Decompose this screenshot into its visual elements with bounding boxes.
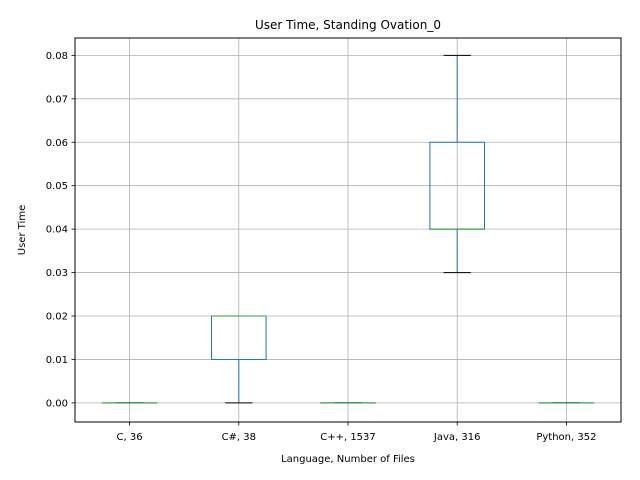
x-axis-label: Language, Number of Files: [281, 454, 415, 465]
boxes: [101, 54, 595, 404]
y-tick-label: 0.07: [46, 94, 68, 105]
y-tick-label: 0.06: [46, 138, 68, 149]
grid-lines: [75, 38, 621, 422]
y-tick-label: 0.02: [46, 312, 68, 323]
x-tick-label: C#, 38: [222, 432, 256, 443]
x-axis-ticks: C, 36 C#, 38 C++, 1537 Java, 316 Python, 352: [117, 422, 596, 443]
x-tick-label: C++, 1537: [320, 432, 376, 443]
y-tick-label: 0.03: [46, 268, 68, 279]
x-tick-label: Java, 316: [433, 432, 481, 443]
y-axis-ticks: 0.00 0.01 0.02 0.03 0.04 0.05 0.06 0.07 0.08: [46, 51, 75, 409]
x-tick-label: Python, 352: [536, 432, 596, 443]
y-tick-label: 0.08: [46, 51, 68, 62]
y-axis-label: User Time: [17, 205, 28, 255]
chart-title: User Time, Standing Ovation_0: [255, 18, 441, 32]
y-tick-label: 0.00: [46, 398, 68, 409]
x-tick-label: C, 36: [117, 432, 143, 443]
y-tick-label: 0.04: [46, 225, 68, 236]
y-tick-label: 0.05: [46, 181, 68, 192]
y-tick-label: 0.01: [46, 355, 68, 366]
